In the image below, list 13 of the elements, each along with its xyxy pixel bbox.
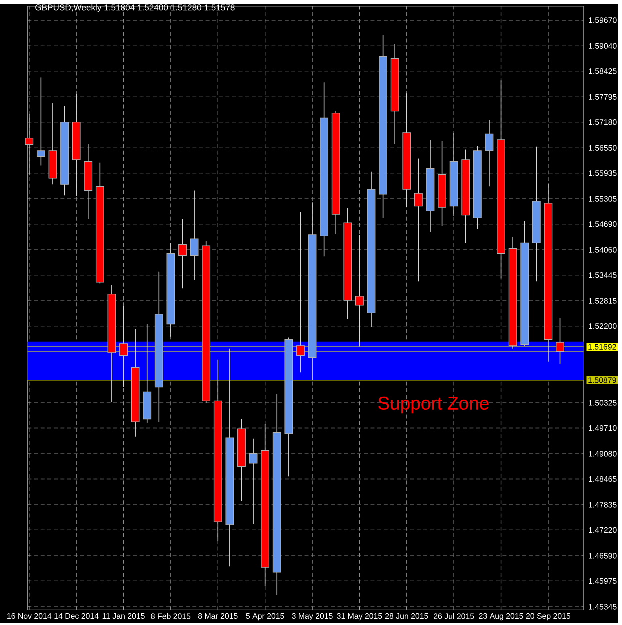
candlestick xyxy=(120,306,128,388)
candlestick xyxy=(25,114,34,176)
candlestick xyxy=(178,219,188,290)
band-label: Support Zone xyxy=(378,396,490,414)
candlestick xyxy=(37,77,46,166)
candlestick xyxy=(296,212,306,373)
candlestick xyxy=(356,234,364,348)
chart-title: GBPUSD,Weekly 1.51804 1.52400 1.51280 1.51578 xyxy=(36,4,236,12)
candlestick xyxy=(556,318,565,364)
candlestick xyxy=(190,190,199,281)
candlestick xyxy=(486,120,494,188)
candlestick xyxy=(250,438,258,524)
candlestick xyxy=(414,158,424,282)
